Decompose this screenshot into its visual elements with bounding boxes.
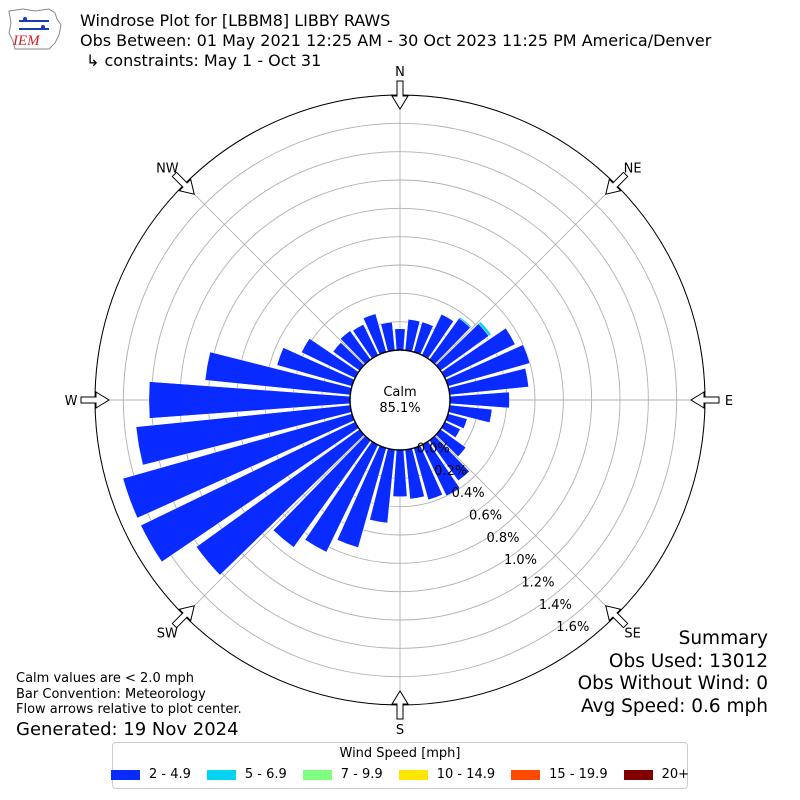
- title-block: Windrose Plot for [LBBM8] LIBBY RAWS Obs…: [80, 11, 711, 71]
- legend-item: 7 - 9.9: [302, 767, 383, 782]
- radial-tick-label: 0.8%: [487, 531, 520, 546]
- legend-label: 7 - 9.9: [340, 767, 383, 782]
- flow-arrow-icon: [605, 171, 629, 195]
- calm-note: Calm values are < 2.0 mph: [16, 671, 195, 686]
- notes: Calm values are < 2.0 mph Bar Convention…: [16, 671, 242, 718]
- flow-arrow-icon: [391, 80, 409, 110]
- legend-swatch: [511, 769, 541, 780]
- direction-label: N: [395, 65, 405, 80]
- grid-spoke: [435, 435, 616, 616]
- radial-tick-label: 0.2%: [434, 464, 467, 479]
- direction-label: NW: [156, 161, 179, 176]
- legend-label: 10 - 14.9: [436, 767, 496, 782]
- legend-item: 20+: [623, 767, 690, 782]
- calm-label: Calm: [383, 385, 416, 400]
- wind-bar: [478, 321, 492, 337]
- summary-box: Summary Obs Used: 13012 Obs Without Wind…: [578, 628, 768, 718]
- radial-tick-label: 0.6%: [469, 509, 502, 524]
- obs-used: Obs Used: 13012: [608, 650, 768, 672]
- legend-items: 2 - 4.9 5 - 6.9 7 - 9.9 10 - 14.9 15 - 1…: [110, 767, 690, 782]
- flow-arrow-icon: [171, 605, 195, 629]
- wind-bar: [392, 449, 408, 497]
- flow-arrow-icon: [605, 605, 629, 629]
- legend: Wind Speed [mph] 2 - 4.9 5 - 6.9 7 - 9.9…: [110, 742, 690, 789]
- flow-arrow-icon: [690, 391, 720, 409]
- radial-tick-label: 1.0%: [504, 553, 537, 568]
- summary-heading: Summary: [678, 628, 768, 649]
- legend-swatch: [302, 769, 332, 780]
- iem-logo: IEM: [8, 8, 62, 50]
- direction-label: SW: [157, 627, 178, 642]
- radial-tick-label: 0.4%: [452, 486, 485, 501]
- grid-spoke: [184, 435, 365, 616]
- legend-item: 15 - 19.9: [511, 767, 608, 782]
- bar-convention: Bar Convention: Meteorology: [16, 686, 206, 702]
- logo-text: IEM: [12, 33, 41, 49]
- grid-spoke: [435, 184, 616, 365]
- flow-arrow-icon: [171, 171, 195, 195]
- legend-swatch: [110, 769, 140, 780]
- grid-spoke: [184, 184, 365, 365]
- direction-label: NE: [624, 161, 642, 176]
- legend-item: 2 - 4.9: [110, 767, 191, 782]
- constraints: ↳ constraints: May 1 - Oct 31: [86, 51, 322, 70]
- wind-bar: [458, 316, 472, 328]
- flow-arrow-icon: [391, 690, 409, 720]
- radial-tick-label: 0.0%: [417, 442, 450, 457]
- direction-label: W: [65, 394, 78, 409]
- legend-label: 15 - 19.9: [549, 767, 608, 782]
- calm-circle: [349, 349, 451, 451]
- avg-speed: Avg Speed: 0.6 mph: [580, 695, 768, 717]
- flow-arrow-icon: [80, 391, 110, 409]
- direction-label: S: [396, 723, 404, 738]
- flow-arrows-note: Flow arrows relative to plot center.: [16, 702, 242, 717]
- legend-swatch: [398, 769, 428, 780]
- wind-bar: [394, 328, 406, 351]
- direction-label: SE: [624, 627, 640, 642]
- calm-percent: 85.1%: [379, 401, 420, 416]
- radial-tick-label: 1.4%: [539, 598, 572, 613]
- radial-tick-label: 1.2%: [521, 576, 554, 591]
- legend-label: 20+: [661, 767, 690, 782]
- legend-swatch: [623, 769, 653, 780]
- legend-item: 5 - 6.9: [206, 767, 287, 782]
- legend-title: Wind Speed [mph]: [339, 746, 461, 761]
- obs-between: Obs Between: 01 May 2021 12:25 AM - 30 O…: [80, 31, 712, 50]
- radial-tick-label: 1.6%: [556, 620, 589, 635]
- wind-bar: [449, 391, 510, 409]
- legend-item: 10 - 14.9: [398, 767, 496, 782]
- chart-title: Windrose Plot for [LBBM8] LIBBY RAWS: [80, 11, 391, 30]
- direction-label: E: [725, 394, 733, 409]
- generated-date: Generated: 19 Nov 2024: [16, 719, 239, 740]
- legend-label: 5 - 6.9: [244, 767, 287, 782]
- legend-swatch: [206, 769, 236, 780]
- obs-without-wind: Obs Without Wind: 0: [577, 673, 768, 694]
- legend-label: 2 - 4.9: [148, 767, 191, 782]
